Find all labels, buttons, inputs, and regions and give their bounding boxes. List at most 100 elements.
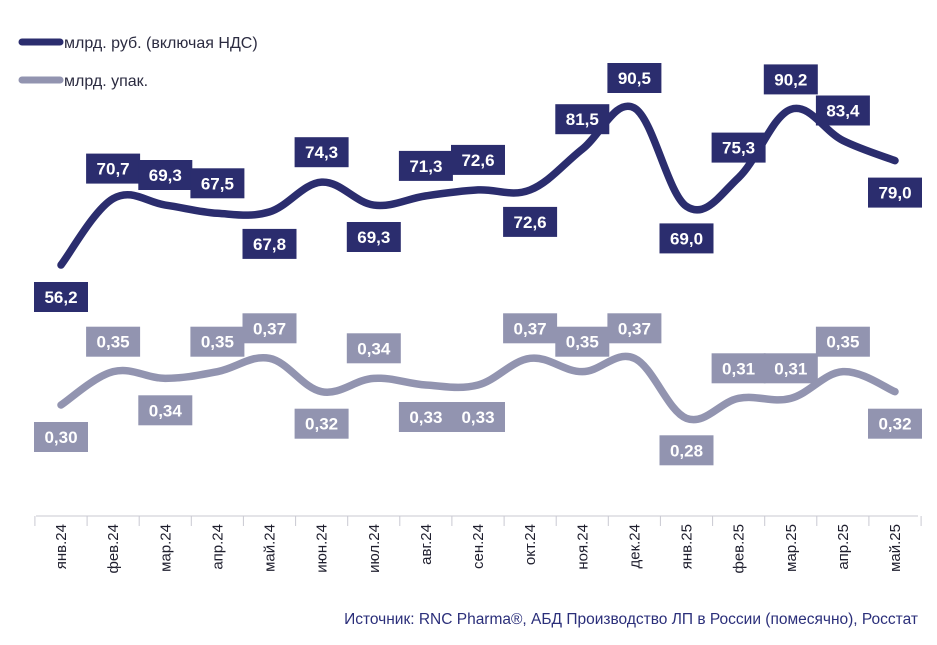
data-label-text: 69,3 <box>149 166 182 185</box>
data-label-box <box>451 402 505 432</box>
data-label-pack-16: 0,32 <box>868 408 922 439</box>
data-label-box <box>34 422 88 452</box>
data-label-text: 0,35 <box>201 333 234 352</box>
data-label-text: 0,30 <box>44 428 77 447</box>
data-label-box <box>763 353 818 384</box>
data-label-rub-3: 67,5 <box>190 168 245 199</box>
data-label-pack-14: 0,31 <box>763 353 818 384</box>
data-label-box <box>868 408 922 439</box>
data-label-pack-0: 0,30 <box>34 422 88 452</box>
data-label-pack-9: 0,37 <box>503 313 558 344</box>
x-tick-label: янв.25 <box>679 524 696 569</box>
data-label-rub-7: 71,3 <box>398 150 453 181</box>
data-label-rub-8: 72,6 <box>451 144 505 175</box>
source-note: Источник: RNC Pharma®, АБД Производство … <box>344 611 918 628</box>
data-label-text: 90,2 <box>774 70 807 89</box>
data-label-text: 0,37 <box>618 319 651 338</box>
x-tick-label: апр.24 <box>209 524 226 570</box>
data-label-rub-5: 74,3 <box>294 137 349 168</box>
data-label-text: 0,34 <box>357 339 391 358</box>
data-label-text: 72,6 <box>514 213 547 232</box>
data-label-box <box>659 223 714 254</box>
data-label-box <box>711 132 766 163</box>
tick-labels-layer: янв.24 фев.24 мар.24 апр.24 май.24 июн.24 июл.… <box>34 516 922 574</box>
legend: млрд. руб. (включая НДС) млрд. упак. <box>18 35 258 90</box>
x-tick-label: фев.24 <box>105 524 122 574</box>
data-label-rub-12: 69,0 <box>659 223 714 254</box>
data-label-rub-4: 67,8 <box>242 228 297 259</box>
x-tick-label: фев.25 <box>731 524 748 574</box>
legend-label-rub: млрд. руб. (включая НДС) <box>64 35 258 52</box>
data-label-box <box>190 326 245 357</box>
data-label-text: 70,7 <box>97 160 130 179</box>
data-label-text: 67,8 <box>253 235 286 254</box>
data-label-text: 90,5 <box>618 69 651 88</box>
x-tick-label: дек.24 <box>626 524 643 569</box>
data-label-rub-14: 90,2 <box>763 64 818 95</box>
data-label-box <box>294 137 349 168</box>
x-tick-label: ноя.24 <box>574 524 591 570</box>
data-label-text: 83,4 <box>826 102 860 121</box>
data-label-box <box>555 104 610 135</box>
data-label-pack-7: 0,33 <box>398 402 453 432</box>
data-label-box <box>607 313 662 344</box>
data-label-rub-15: 83,4 <box>815 95 870 126</box>
data-label-box <box>503 313 558 344</box>
data-label-box <box>398 402 453 432</box>
data-label-pack-11: 0,37 <box>607 313 662 344</box>
data-label-rub-9: 72,6 <box>503 206 558 237</box>
data-label-rub-2: 69,3 <box>138 160 193 190</box>
data-labels-layer: 56,2 70,7 69,3 67,5 67,8 74,3 69,3 71,3 72,6 72,6… <box>34 63 922 466</box>
data-label-pack-4: 0,37 <box>242 313 297 344</box>
data-label-box <box>190 168 245 199</box>
data-label-box <box>659 435 714 466</box>
data-label-text: 81,5 <box>566 110 599 129</box>
data-label-box <box>398 150 453 181</box>
data-label-box <box>294 408 349 439</box>
legend-label-pack: млрд. упак. <box>64 73 148 90</box>
data-label-box <box>242 313 297 344</box>
x-tick-label: янв.24 <box>53 524 70 569</box>
data-label-box <box>815 326 870 357</box>
data-label-pack-10: 0,35 <box>555 326 610 357</box>
data-label-text: 74,3 <box>305 143 338 162</box>
data-label-text: 0,37 <box>253 319 286 338</box>
data-label-pack-6: 0,34 <box>346 333 401 364</box>
data-label-box <box>34 282 88 312</box>
x-tick-label: апр.25 <box>835 524 852 570</box>
data-label-pack-5: 0,32 <box>294 408 349 439</box>
data-label-text: 0,35 <box>826 333 859 352</box>
data-label-box <box>503 206 558 237</box>
data-label-rub-0: 56,2 <box>34 282 88 312</box>
data-label-text: 67,5 <box>201 174 234 193</box>
data-label-box <box>138 395 193 426</box>
data-label-pack-1: 0,35 <box>86 326 141 357</box>
data-label-text: 0,32 <box>305 415 338 434</box>
data-label-text: 0,37 <box>514 319 547 338</box>
data-label-text: 0,35 <box>566 333 599 352</box>
data-label-text: 0,34 <box>149 401 183 420</box>
data-label-box <box>346 333 401 364</box>
data-label-text: 0,33 <box>461 408 494 427</box>
data-label-text: 0,35 <box>97 333 130 352</box>
data-label-text: 0,33 <box>409 408 442 427</box>
data-label-text: 79,0 <box>878 184 911 203</box>
x-tick-label: июн.24 <box>314 524 331 573</box>
data-label-box <box>86 326 141 357</box>
data-label-text: 72,6 <box>461 151 494 170</box>
data-label-text: 0,32 <box>878 415 911 434</box>
data-label-pack-8: 0,33 <box>451 402 505 432</box>
data-label-pack-3: 0,35 <box>190 326 245 357</box>
data-label-box <box>868 177 922 208</box>
data-label-pack-12: 0,28 <box>659 435 714 466</box>
data-label-text: 0,31 <box>774 359 807 378</box>
data-label-box <box>555 326 610 357</box>
data-label-box <box>242 228 297 259</box>
x-tick-label: май.24 <box>262 524 279 572</box>
data-label-text: 69,0 <box>670 229 703 248</box>
data-label-rub-10: 81,5 <box>555 104 610 135</box>
data-label-rub-13: 75,3 <box>711 132 766 163</box>
data-label-pack-2: 0,34 <box>138 395 193 426</box>
data-label-text: 75,3 <box>722 139 755 158</box>
